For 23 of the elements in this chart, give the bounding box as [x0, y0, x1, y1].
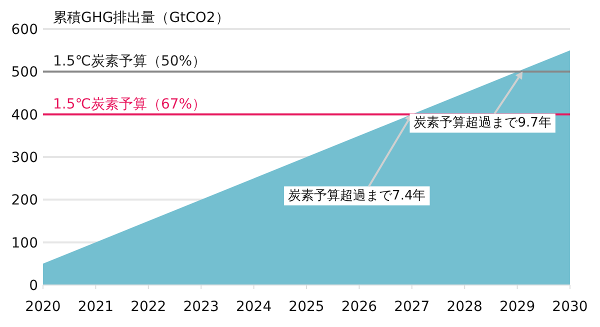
- y-tick-label: 400: [11, 107, 38, 124]
- x-tick-label: 2021: [78, 299, 114, 315]
- x-tick-label: 2026: [341, 299, 378, 315]
- y-tick-label: 600: [11, 22, 38, 38]
- x-tick-label: 2030: [552, 299, 588, 315]
- y-tick-label: 200: [11, 192, 38, 209]
- x-tick-label: 2024: [236, 299, 272, 315]
- annotation: 炭素予算超過まで9.7年: [414, 116, 552, 131]
- x-tick-label: 2020: [25, 299, 61, 315]
- y-axis-title: 累積GHG排出量（GtCO2）: [53, 10, 230, 26]
- x-tick-label: 2028: [446, 299, 482, 315]
- x-tick-label: 2029: [499, 299, 536, 315]
- y-tick-label: 0: [29, 278, 38, 294]
- x-tick-label: 2027: [394, 299, 430, 315]
- x-tick-label: 2023: [183, 299, 219, 315]
- y-tick-label: 100: [11, 235, 38, 252]
- y-tick-label: 500: [11, 64, 38, 81]
- annotation: 炭素予算超過まで7.4年: [288, 188, 426, 204]
- y-tick-label: 300: [11, 150, 38, 166]
- ref-line-label: 1.5℃炭素予算（67%）: [53, 96, 206, 112]
- ref-line-label: 1.5℃炭素予算（50%）: [53, 54, 206, 70]
- x-tick-label: 2025: [288, 299, 324, 315]
- x-tick-label: 2022: [130, 299, 166, 315]
